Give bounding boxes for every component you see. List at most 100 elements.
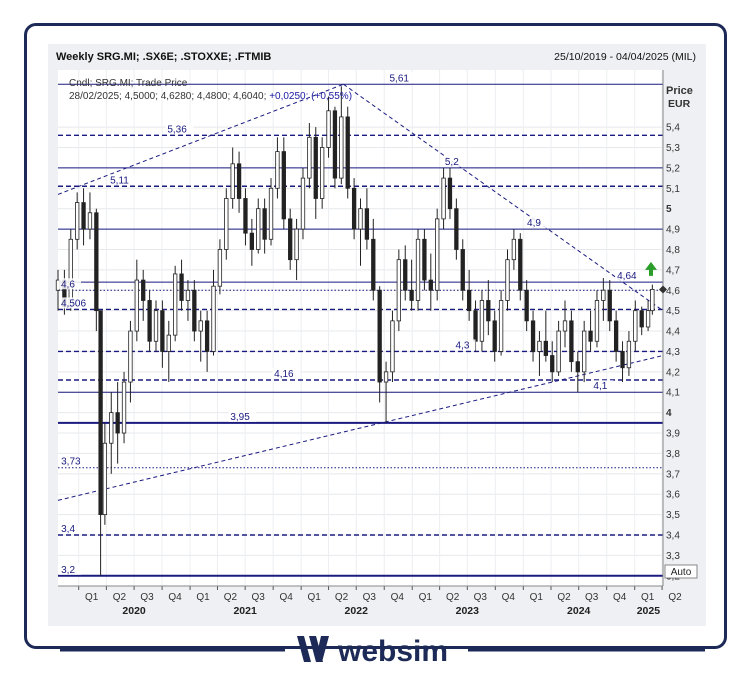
candle-body xyxy=(409,289,414,301)
price-chart[interactable]: 5,615,365,25,114,94,644,64,5064,34,164,1… xyxy=(48,44,706,626)
y-tick-label: 4,6 xyxy=(666,286,680,297)
candle xyxy=(179,259,184,311)
candle xyxy=(498,290,504,356)
y-tick-label: 5 xyxy=(666,204,672,215)
y-tick-label: 4,5 xyxy=(666,306,680,317)
level-label: 4,16 xyxy=(274,369,294,380)
auto-scale-label[interactable]: Auto xyxy=(671,567,692,578)
candle-body xyxy=(81,202,86,230)
candle xyxy=(454,198,459,260)
quarter-label: Q1 xyxy=(196,592,210,603)
candle xyxy=(594,290,600,348)
year-label: 2022 xyxy=(345,605,369,617)
auto-scale-button[interactable] xyxy=(664,564,698,579)
brand-name: websim xyxy=(337,635,448,668)
level-label-bg xyxy=(59,455,88,467)
candle xyxy=(109,392,114,474)
candle xyxy=(281,137,286,230)
y-tick-label: 3,8 xyxy=(666,449,680,460)
candle-body xyxy=(441,177,446,220)
candle-body xyxy=(307,136,312,179)
level-label-bg xyxy=(615,270,644,282)
y-tick-label: 3,9 xyxy=(666,429,680,440)
quarter-label: Q3 xyxy=(474,592,488,603)
y-tick-label: 4,4 xyxy=(666,327,680,338)
candle xyxy=(447,167,453,219)
info-line-1: Cndl; SRG.MI; Trade Price xyxy=(69,78,188,89)
candle-body xyxy=(498,300,504,352)
candle xyxy=(620,341,625,383)
candle xyxy=(141,269,146,321)
candle-body xyxy=(466,289,472,312)
candle-body xyxy=(256,208,261,250)
quarter-label: Q3 xyxy=(251,592,265,603)
candle xyxy=(230,147,235,209)
candle xyxy=(466,269,472,321)
candle xyxy=(153,300,159,352)
candle-body xyxy=(505,259,510,301)
candle-body xyxy=(396,259,401,322)
candle-body xyxy=(403,259,408,291)
candle xyxy=(562,300,568,348)
y-tick-label: 3,4 xyxy=(666,531,680,542)
y-tick-label: 4,9 xyxy=(666,225,680,236)
candle xyxy=(383,361,389,423)
candle-body xyxy=(268,187,274,240)
candle xyxy=(204,310,210,372)
candle xyxy=(486,280,491,336)
level-label: 5,2 xyxy=(445,157,459,168)
quarter-label: Q2 xyxy=(335,592,349,603)
last-price-marker xyxy=(659,285,667,294)
candle xyxy=(320,137,325,209)
candle xyxy=(371,218,376,301)
candle-body xyxy=(435,218,440,291)
y-tick-label: 5,1 xyxy=(666,184,680,195)
level-label-bg xyxy=(59,563,82,575)
candle xyxy=(262,198,267,254)
candle-body xyxy=(473,310,478,342)
level-label: 3,95 xyxy=(230,412,250,423)
candle-body xyxy=(422,238,427,281)
candle-body xyxy=(562,320,568,332)
candle-body xyxy=(645,310,651,328)
candle-body xyxy=(236,163,242,199)
up-arrow-icon xyxy=(645,261,657,276)
level-label-bg xyxy=(387,72,416,84)
candle xyxy=(294,218,299,281)
candle xyxy=(601,278,606,321)
level-label: 5,11 xyxy=(110,175,129,186)
candle-body xyxy=(575,361,580,373)
candle xyxy=(409,259,414,311)
candle xyxy=(249,218,255,266)
level-label-bg xyxy=(165,123,194,135)
currency-label: EUR xyxy=(668,98,691,110)
candle-body xyxy=(524,289,529,322)
candle xyxy=(607,280,612,332)
candle xyxy=(588,310,593,352)
candle xyxy=(403,245,408,301)
chart-panel: 5,61 5,36 5,2 5,11 4,9 4,64 4,6 4,506 4,3 4,16 4,1… xyxy=(48,44,706,626)
candle-body xyxy=(147,300,152,342)
candle xyxy=(339,86,344,185)
candle-body xyxy=(607,289,612,322)
candle xyxy=(390,310,395,383)
level-label: 3,2 xyxy=(61,565,75,576)
candle xyxy=(543,310,548,362)
candle xyxy=(364,188,370,250)
candle-body xyxy=(217,249,223,287)
candle-body xyxy=(479,300,485,342)
level-label: 5,61 xyxy=(389,73,409,84)
candle-body xyxy=(160,310,165,352)
candle xyxy=(173,265,178,342)
candle-body xyxy=(460,249,465,291)
candle xyxy=(94,208,99,332)
chart-title: Weekly SRG.MI; .SX6E; .STOXXE; .FTMIB xyxy=(56,51,271,63)
candle xyxy=(326,96,331,158)
candle-body xyxy=(530,320,536,352)
candle xyxy=(518,233,523,301)
candle-body xyxy=(262,208,267,240)
year-label: 2024 xyxy=(567,605,591,617)
candle xyxy=(115,382,120,464)
level-label: 5,36 xyxy=(167,124,187,135)
year-label: 2023 xyxy=(456,605,480,617)
